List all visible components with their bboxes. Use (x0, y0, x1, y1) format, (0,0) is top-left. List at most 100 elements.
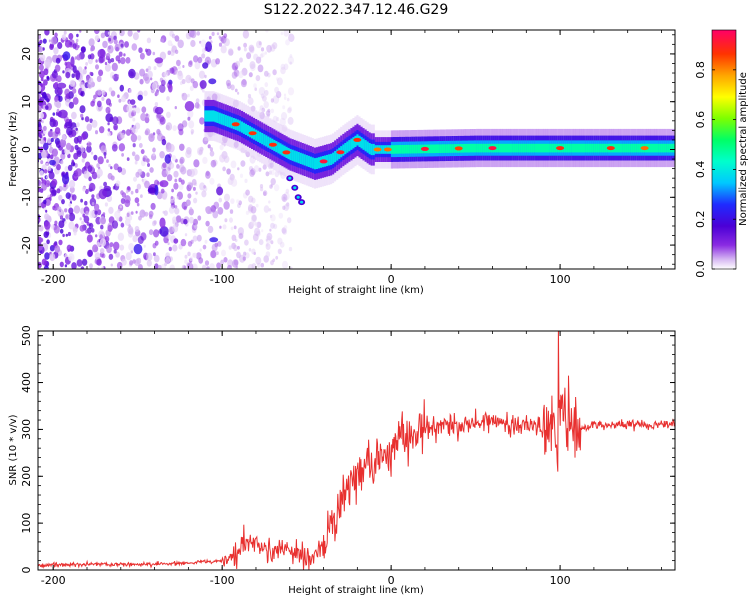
speckle-blob (38, 54, 41, 58)
ridge-band-segment (390, 145, 393, 154)
speckle-blob (207, 225, 214, 234)
ridge-band-segment (380, 145, 383, 154)
speckle-blob (92, 244, 99, 253)
speckle-blob (154, 57, 164, 64)
speckle-blob (265, 238, 268, 242)
speckle-blob (84, 116, 90, 123)
ridge-band-segment (279, 143, 282, 155)
speckle-blob (238, 233, 244, 240)
speckle-blob (196, 31, 200, 36)
speckle-blob (219, 154, 226, 163)
ridge-band-segment (277, 142, 280, 154)
speckle-blob (88, 176, 92, 182)
ridge-band-segment (344, 143, 347, 155)
ridge-band-segment (589, 143, 592, 153)
speckle-blob (231, 242, 237, 250)
ridge-band-segment (244, 123, 247, 135)
speckle-blob (138, 47, 143, 54)
speckle-blob (270, 183, 274, 187)
ridge-band-segment (206, 110, 209, 122)
speckle-blob (65, 233, 69, 237)
speckle-blob (269, 228, 272, 232)
speckle-blob (161, 138, 167, 146)
ridge-band-segment (628, 143, 631, 153)
speckle-blob (242, 192, 248, 199)
ridge-band-segment (261, 133, 264, 145)
speckle-blob (255, 75, 261, 82)
speckle-blob (191, 178, 197, 186)
speckle-blob (46, 239, 50, 245)
speckle-blob (121, 258, 127, 266)
speckle-blob (143, 90, 148, 97)
speckle-blob (48, 171, 55, 180)
speckle-blob (130, 133, 138, 143)
ridge-band-segment (210, 110, 213, 122)
speckle-blob (76, 122, 80, 128)
speckle-blob (152, 51, 156, 56)
ridge-band-segment (575, 143, 578, 153)
speckle-blob (253, 53, 259, 61)
speckle-blob (47, 137, 52, 144)
speckle-blob (97, 48, 106, 59)
speckle-blob (65, 213, 70, 220)
speckle-blob (231, 71, 238, 79)
speckle-blob (283, 225, 288, 230)
y-tick-label: 20 (20, 47, 33, 61)
speckle-blob (210, 159, 217, 168)
speckle-blob (118, 143, 126, 152)
speckle-blob (160, 188, 165, 194)
speckle-blob (127, 186, 131, 191)
speckle-blob (247, 93, 252, 99)
speckle-blob (184, 233, 188, 237)
speckle-blob (277, 237, 283, 245)
speckle-blob (72, 226, 78, 233)
ridge-band-segment (265, 135, 268, 147)
speckle-blob (283, 30, 290, 37)
colorbar-tick-label: 0.0 (694, 260, 707, 278)
speckle-blob (128, 243, 135, 251)
speckle-blob (117, 232, 125, 241)
speckle-blob (86, 123, 93, 132)
speckle-blob (165, 257, 171, 265)
speckle-blob (86, 142, 89, 146)
speckle-blob (165, 122, 173, 131)
speckle-blob (263, 101, 269, 109)
speckle-blob (38, 46, 43, 53)
speckle-blob (270, 178, 276, 186)
speckle-blob (73, 136, 79, 144)
speckle-blob (81, 84, 85, 89)
colorbar-tick-label: 0.2 (694, 210, 707, 228)
speckle-blob (134, 225, 140, 233)
speckle-blob (107, 122, 110, 126)
speckle-blob (40, 77, 44, 82)
speckle-blob (251, 248, 256, 255)
speckle-blob (80, 46, 86, 53)
speckle-blob (141, 106, 147, 113)
ridge-band-segment (541, 143, 544, 153)
speckle-blob (231, 234, 237, 241)
speckle-blob (231, 62, 238, 71)
speckle-blob (107, 224, 113, 232)
speckle-blob (80, 113, 84, 118)
speckle-blob (54, 220, 58, 225)
speckle-blob (202, 89, 205, 93)
ridge-band-segment (447, 144, 450, 153)
speckle-blob (269, 184, 273, 189)
speckle-blob (62, 174, 70, 185)
speckle-blob (39, 188, 44, 193)
speckle-blob (265, 110, 271, 117)
speckle-blob (237, 91, 240, 95)
speckle-blob (165, 252, 170, 259)
ridge-band-segment (672, 143, 675, 153)
speckle-blob (256, 262, 261, 268)
speckle-blob (110, 58, 115, 63)
speckle-blob (96, 100, 102, 108)
speckle-blob (125, 215, 128, 220)
speckle-blob (132, 259, 136, 264)
speckle-blob (186, 262, 194, 269)
ridge-hot-spot (606, 146, 615, 151)
speckle-blob (282, 260, 288, 269)
speckle-blob (272, 258, 276, 263)
speckle-blob (73, 231, 77, 236)
speckle-blob (132, 32, 139, 41)
